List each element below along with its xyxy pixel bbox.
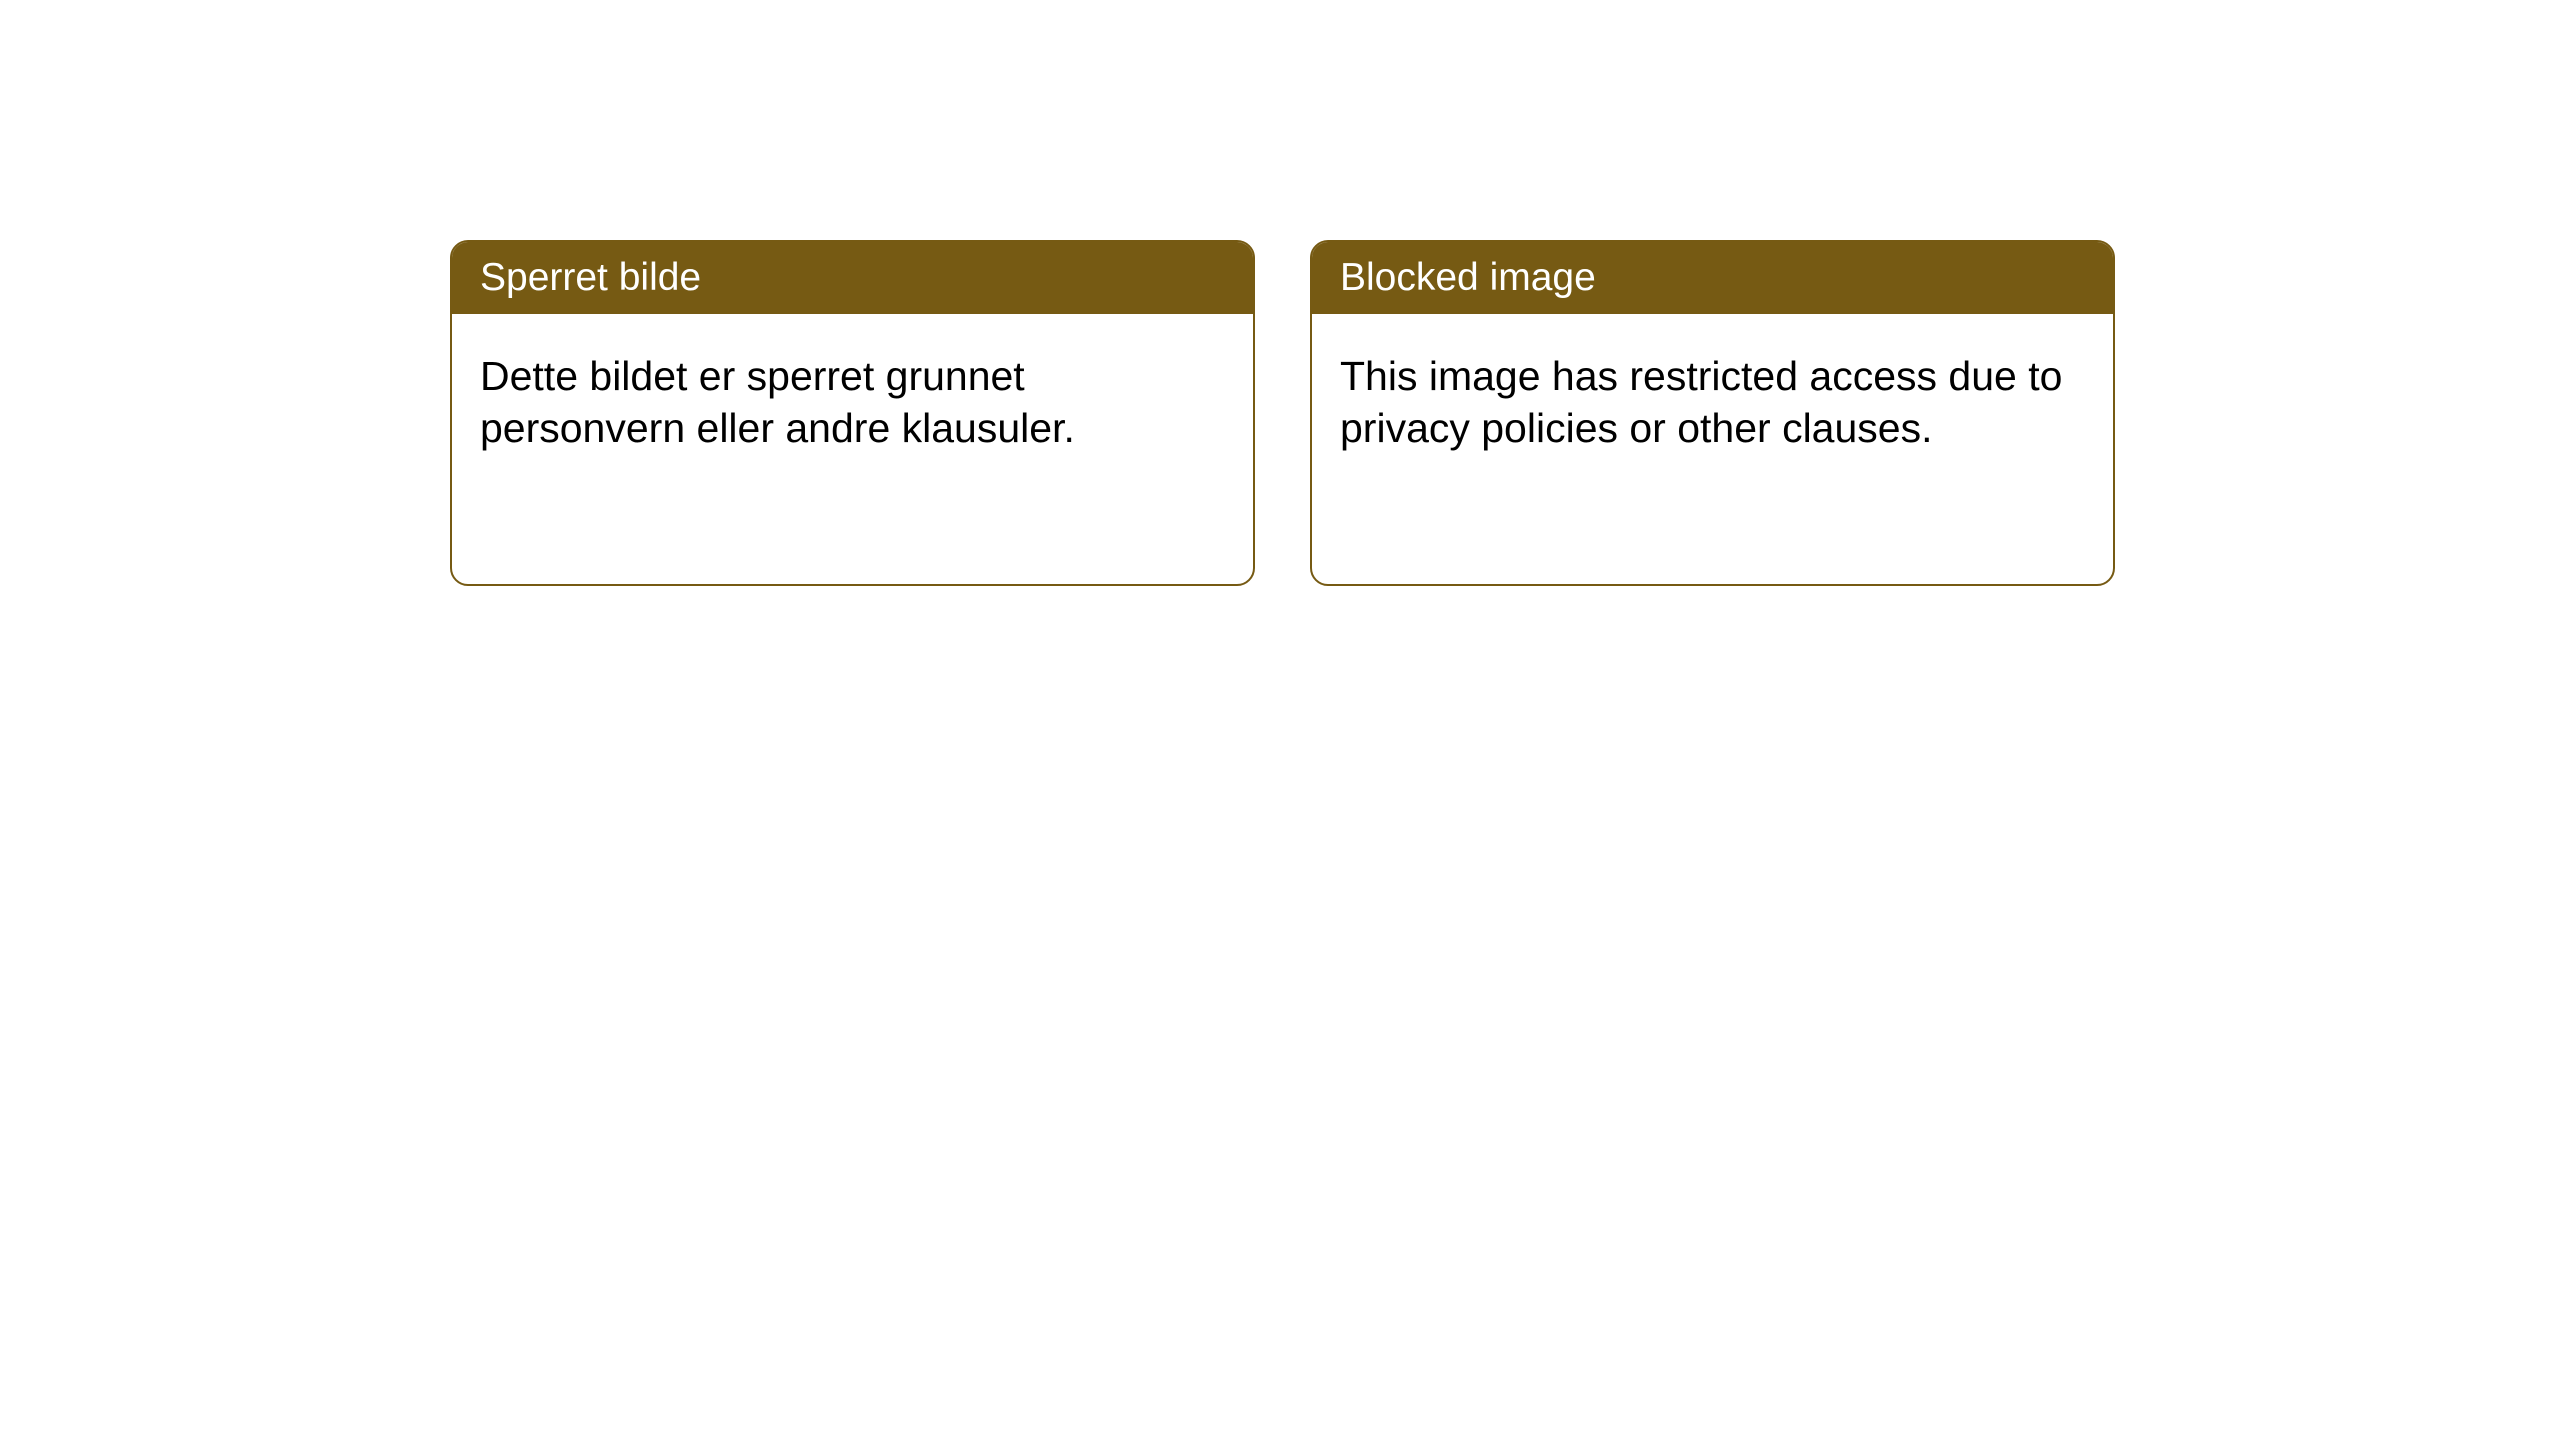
notice-body: Dette bildet er sperret grunnet personve… (452, 314, 1253, 584)
notice-container: Sperret bilde Dette bildet er sperret gr… (450, 240, 2115, 586)
notice-header: Blocked image (1312, 242, 2113, 314)
notice-card-norwegian: Sperret bilde Dette bildet er sperret gr… (450, 240, 1255, 586)
notice-card-english: Blocked image This image has restricted … (1310, 240, 2115, 586)
notice-header: Sperret bilde (452, 242, 1253, 314)
notice-body: This image has restricted access due to … (1312, 314, 2113, 584)
